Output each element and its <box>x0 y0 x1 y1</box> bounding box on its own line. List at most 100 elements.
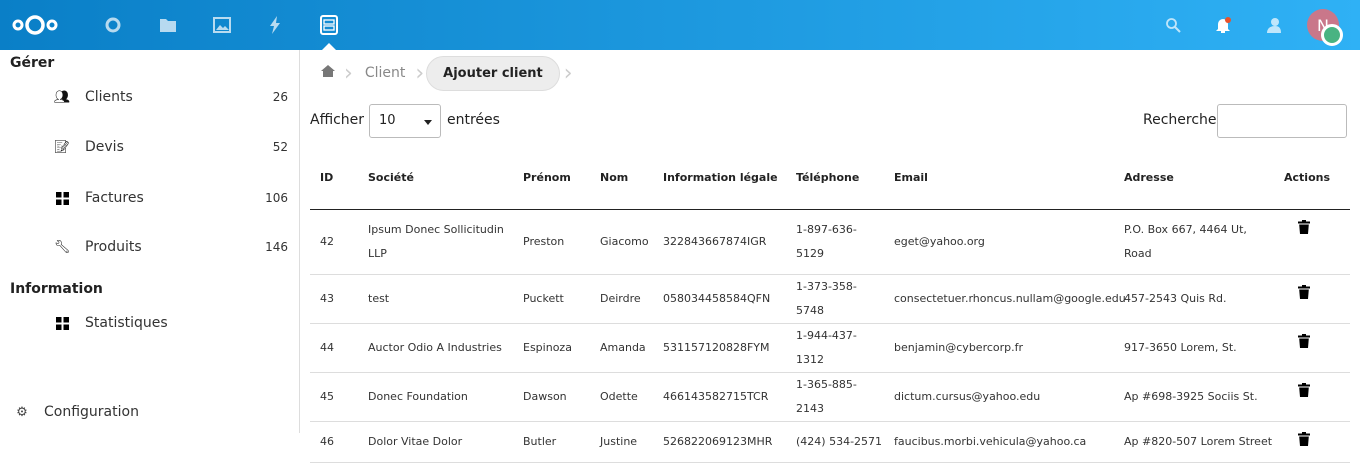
wrench-icon: 🔧︎ <box>53 239 71 255</box>
cell-adresse: P.O. Box 667, 4464 Ut, Road <box>1114 209 1274 275</box>
breadcrumb: › Client › Ajouter client › <box>320 54 573 92</box>
column-header-societe[interactable]: Société <box>358 147 513 210</box>
cell-telephone: 1-944-437-1312 <box>786 323 884 373</box>
table-row[interactable]: 42 Ipsum Donec Sollicitudin LLP Preston Gia… <box>310 209 1350 275</box>
nextcloud-logo-icon[interactable] <box>12 13 58 37</box>
cell-telephone: 1-365-885-2143 <box>786 372 884 422</box>
show-label: Afficher <box>310 112 365 128</box>
main-content: › Client › Ajouter client › Afficher 10 … <box>300 50 1360 463</box>
cell-id: 46 <box>310 421 358 463</box>
table-row[interactable]: 44 Auctor Odio A Industries Espinoza Amanda… <box>310 323 1350 373</box>
page-size-select[interactable]: 10 <box>369 104 441 138</box>
cell-information-legale: 322843667874IGR <box>653 209 786 275</box>
table-row[interactable]: 45 Donec Foundation Dawson Odette 4661435827… <box>310 372 1350 422</box>
column-header-id[interactable]: ID <box>310 147 358 210</box>
cell-telephone: 1-897-636-5129 <box>786 209 884 275</box>
activity-icon[interactable] <box>264 14 286 36</box>
section-information: Information <box>10 281 103 297</box>
cell-id: 45 <box>310 372 358 422</box>
cell-societe: Ipsum Donec Sollicitudin LLP <box>358 209 513 275</box>
cell-societe: Auctor Odio A Industries <box>358 323 513 373</box>
cell-adresse: Ap #698-3925 Sociis St. <box>1114 372 1274 422</box>
cell-id: 42 <box>310 209 358 275</box>
delete-trash-icon[interactable] <box>1298 219 1310 234</box>
dashboard-icon[interactable] <box>102 14 124 36</box>
active-app-indicator <box>322 43 336 50</box>
cell-information-legale: 058034458584QFN <box>653 274 786 324</box>
gestion-app-icon[interactable] <box>318 14 340 36</box>
breadcrumb-separator: › <box>563 60 573 86</box>
users-icon: 👥︎ <box>53 89 71 105</box>
cell-prenom: Espinoza <box>513 323 590 373</box>
cell-prenom: Dawson <box>513 372 590 422</box>
cell-nom: Amanda <box>590 323 653 373</box>
delete-trash-icon[interactable] <box>1298 333 1310 348</box>
sidebar-item-label: Clients <box>85 89 133 105</box>
sidebar-item-factures[interactable]: Factures 106 <box>0 183 300 213</box>
breadcrumb-separator: › <box>415 60 425 86</box>
page-size-value: 10 <box>379 113 396 128</box>
cell-nom: Giacomo <box>590 209 653 275</box>
cell-telephone: 1-373-358-5748 <box>786 274 884 324</box>
cell-information-legale: 526822069123MHR <box>653 421 786 463</box>
search-icon[interactable] <box>1162 14 1184 36</box>
cell-email: consectetuer.rhoncus.nullam@google.edu <box>884 274 1126 324</box>
search-input[interactable] <box>1217 104 1347 138</box>
photos-icon[interactable] <box>211 14 233 36</box>
top-header: N <box>0 0 1360 50</box>
cell-nom: Justine <box>590 421 653 463</box>
cell-email: eget@yahoo.org <box>884 209 1114 275</box>
cell-actions <box>1274 274 1350 324</box>
sidebar-item-produits[interactable]: 🔧︎ Produits 146 <box>0 232 300 262</box>
sidebar: Gérer 👥︎ Clients 26 📝︎ Devis 52 Factures 106 … <box>0 50 300 433</box>
quote-icon: 📝︎ <box>53 139 71 155</box>
table-header-row: ID Société Prénom Nom Information légale Télé… <box>310 147 1350 210</box>
column-header-prenom[interactable]: Prénom <box>513 147 590 210</box>
delete-trash-icon[interactable] <box>1298 284 1310 299</box>
settings-button[interactable]: ⚙ Configuration <box>0 397 300 427</box>
cell-adresse: Ap #820-507 Lorem Street <box>1114 421 1274 463</box>
sidebar-item-label: Statistiques <box>85 315 168 331</box>
column-header-adresse[interactable]: Adresse <box>1114 147 1274 210</box>
sidebar-item-label: Devis <box>85 139 124 155</box>
sidebar-item-count: 146 <box>265 240 288 254</box>
column-header-information-legale[interactable]: Information légale <box>653 147 786 210</box>
cell-societe: Dolor Vitae Dolor <box>358 421 513 463</box>
files-icon[interactable] <box>157 14 179 36</box>
delete-trash-icon[interactable] <box>1298 382 1310 397</box>
cell-actions <box>1274 421 1350 463</box>
cell-email: benjamin@cybercorp.fr <box>884 323 1114 373</box>
notifications-icon[interactable] <box>1212 14 1234 36</box>
breadcrumb-client[interactable]: Client <box>364 65 406 81</box>
chevron-down-icon <box>424 120 432 125</box>
contacts-icon[interactable] <box>1262 14 1284 36</box>
settings-label: Configuration <box>44 404 139 420</box>
cell-societe: test <box>358 274 513 324</box>
home-icon[interactable] <box>320 64 338 82</box>
breadcrumb-separator: › <box>344 60 353 86</box>
column-header-actions[interactable]: Actions <box>1274 147 1350 210</box>
cell-id: 43 <box>310 274 358 324</box>
sidebar-item-label: Factures <box>85 190 144 206</box>
section-gerer: Gérer <box>10 55 55 71</box>
sidebar-item-devis[interactable]: 📝︎ Devis 52 <box>0 132 300 162</box>
column-header-email[interactable]: Email <box>884 147 1114 210</box>
cell-information-legale: 466143582715TCR <box>653 372 786 422</box>
cell-nom: Deirdre <box>590 274 653 324</box>
sidebar-item-count: 106 <box>265 191 288 205</box>
cell-nom: Odette <box>590 372 653 422</box>
cell-id: 44 <box>310 323 358 373</box>
sidebar-item-statistiques[interactable]: Statistiques <box>0 308 300 338</box>
sidebar-item-clients[interactable]: 👥︎ Clients 26 <box>0 82 300 112</box>
breadcrumb-add-client[interactable]: Ajouter client <box>426 55 560 91</box>
column-header-telephone[interactable]: Téléphone <box>786 147 884 210</box>
column-header-nom[interactable]: Nom <box>590 147 653 210</box>
cell-information-legale: 531157120828FYM <box>653 323 786 373</box>
cell-societe: Donec Foundation <box>358 372 513 422</box>
cell-email: dictum.cursus@yahoo.edu <box>884 372 1114 422</box>
cell-actions <box>1274 209 1350 275</box>
cell-actions <box>1274 323 1350 373</box>
table-row[interactable]: 46 Dolor Vitae Dolor Butler Justine 52682206… <box>310 421 1350 463</box>
cell-prenom: Butler <box>513 421 590 463</box>
table-row[interactable]: 43 test Puckett Deirdre 058034458584QFN 1-373… <box>310 274 1350 324</box>
